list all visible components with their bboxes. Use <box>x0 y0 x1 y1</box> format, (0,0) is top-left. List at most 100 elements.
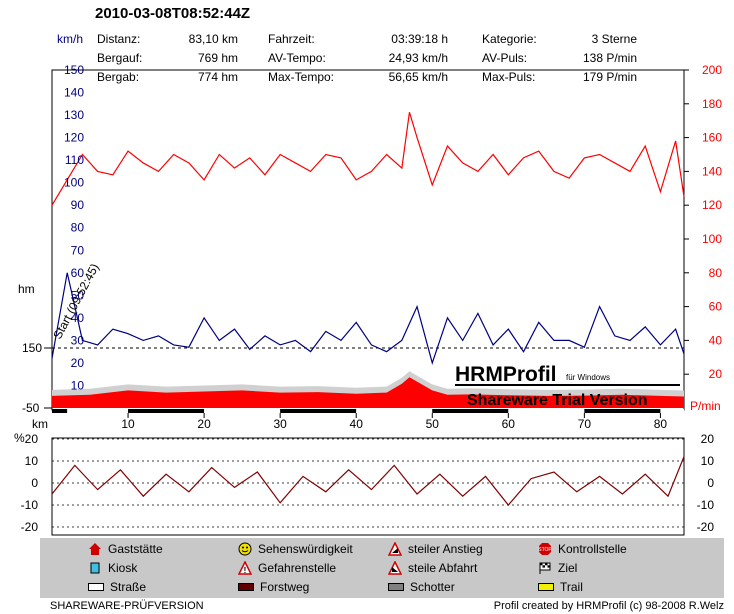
stat-label-av-tempo: AV-Tempo: <box>268 51 326 65</box>
footer-credit: Profil created by HRMProfil (c) 98-2008 … <box>493 600 724 612</box>
speed-tick-label: 50 <box>71 288 85 302</box>
hr-tick-label: 20 <box>709 367 723 381</box>
x-tick-label: 60 <box>502 417 516 431</box>
svg-text:STOP: STOP <box>538 547 552 553</box>
altitude-tick-label: -50 <box>22 401 40 415</box>
slope-plot-frame <box>51 437 685 536</box>
x-tick-label: 30 <box>273 417 287 431</box>
track-type-segment <box>432 409 509 413</box>
stat-value-bergauf: 769 hm <box>197 51 238 65</box>
speed-tick-label: 150 <box>64 63 84 77</box>
track-type-segment <box>128 409 205 413</box>
speed-tick-label: 70 <box>71 243 85 257</box>
track-type-segment <box>204 409 281 413</box>
watermark-subtitle: für Windows <box>566 373 610 382</box>
kiosk-icon <box>88 561 108 575</box>
hr-tick-label: 120 <box>702 198 722 212</box>
legend-item: Ziel <box>538 561 577 575</box>
track-type-segment <box>356 409 433 413</box>
legend-item-label: Forstweg <box>260 580 310 594</box>
main-chart: 10 20 30 40 50 60 70 80 90 100 110 120 130 140 150 20 40… <box>18 63 723 431</box>
road-swatch-icon <box>88 582 110 592</box>
legend-item-label: Straße <box>110 580 147 594</box>
stat-value-av-puls: 138 P/min <box>582 51 637 65</box>
hr-tick-label: 160 <box>702 131 722 145</box>
altitude-tick-label: 150 <box>22 341 42 355</box>
legend-item: Straße <box>88 580 146 594</box>
stat-value-max-puls: 179 P/min <box>582 70 637 84</box>
x-tick-label: 10 <box>121 417 135 431</box>
legend-item: ! Gefahrenstelle <box>238 561 336 575</box>
speed-line <box>51 272 685 365</box>
speed-tick-label: 110 <box>65 153 84 167</box>
legend-item: Sehenswürdigkeit <box>238 542 353 556</box>
hr-tick-label: 80 <box>709 266 723 280</box>
legend-item: Kiosk <box>88 561 137 575</box>
legend-item: steile Abfahrt <box>388 561 477 575</box>
gravel-swatch-icon <box>388 582 410 592</box>
legend-item-label: Gaststätte <box>108 542 163 556</box>
speed-tick-label: 120 <box>64 131 84 145</box>
stat-label-distanz: Distanz: <box>97 32 141 46</box>
legend-item-label: Ziel <box>558 561 578 575</box>
heart-rate-line <box>51 112 685 206</box>
slope-line <box>51 456 685 506</box>
checkered-flag-icon <box>538 561 558 575</box>
legend-item-label: Kontrollstelle <box>558 542 627 556</box>
stat-label-max-tempo: Max-Tempo: <box>268 70 335 84</box>
stat-value-bergab: 774 hm <box>197 70 238 84</box>
x-tick-label: 70 <box>578 417 592 431</box>
speed-axis-unit: km/h <box>57 32 84 46</box>
legend-item: Gaststätte <box>88 542 163 556</box>
stat-value-fahrzeit: 03:39:18 h <box>391 32 448 46</box>
speed-tick-label: 130 <box>64 108 84 122</box>
altitude-axis-unit: hm <box>18 282 35 296</box>
slope-right-tick-label: -10 <box>697 498 715 512</box>
stat-value-kategorie: 3 Sterne <box>591 32 637 46</box>
stat-label-kategorie: Kategorie: <box>482 32 537 46</box>
speed-tick-label: 100 <box>64 176 84 190</box>
house-icon <box>88 542 108 556</box>
legend-item-label: Trail <box>560 580 583 594</box>
legend-item: STOP Kontrollstelle <box>538 542 627 556</box>
warning-icon: ! <box>238 561 258 575</box>
slope-axis-unit: % <box>14 431 25 445</box>
x-tick-label: 20 <box>197 417 211 431</box>
legend-item-label: steiler Anstieg <box>408 542 483 556</box>
hr-tick-label: 100 <box>702 232 722 246</box>
speed-tick-label: 20 <box>71 356 85 370</box>
hr-tick-label: 140 <box>702 164 722 178</box>
speed-tick-label: 140 <box>64 86 84 100</box>
track-type-segment <box>280 409 357 413</box>
stop-sign-icon: STOP <box>538 542 558 556</box>
stat-label-av-puls: AV-Puls: <box>482 51 528 65</box>
hr-axis-unit: P/min <box>690 399 721 413</box>
chart-title: 2010-03-08T08:52:44Z <box>95 5 251 22</box>
x-tick-label: 50 <box>426 417 440 431</box>
track-type-segment <box>584 409 661 413</box>
track-type-segment <box>508 409 585 413</box>
legend-item-label: Kiosk <box>108 561 138 575</box>
slope-left-tick-label: -10 <box>21 498 39 512</box>
speed-tick-label: 30 <box>71 333 85 347</box>
legend-item-label: steile Abfahrt <box>408 561 478 575</box>
slope-left-tick-label: 0 <box>31 476 38 490</box>
stat-value-max-tempo: 56,65 km/h <box>388 70 448 84</box>
speed-tick-label: 90 <box>71 198 85 212</box>
track-type-segment <box>52 409 68 413</box>
legend-item: Trail <box>538 580 583 594</box>
slope-left-tick-label: 10 <box>25 454 39 468</box>
x-axis-unit: km <box>32 417 48 431</box>
slope-right-tick-label: 10 <box>701 454 715 468</box>
stat-label-fahrzeit: Fahrzeit: <box>268 32 315 46</box>
watermark-trial-text: Shareware Trial Version <box>467 392 648 409</box>
slope-right-tick-label: 20 <box>701 432 715 446</box>
speed-tick-label: 40 <box>71 311 85 325</box>
smiley-icon <box>238 542 258 556</box>
track-type-segment <box>67 409 129 413</box>
stat-value-av-tempo: 24,93 km/h <box>388 51 448 65</box>
legend-item: Forstweg <box>238 580 309 594</box>
legend-item-label: Gefahrenstelle <box>258 561 337 575</box>
watermark-title: HRMProfil <box>455 363 557 386</box>
